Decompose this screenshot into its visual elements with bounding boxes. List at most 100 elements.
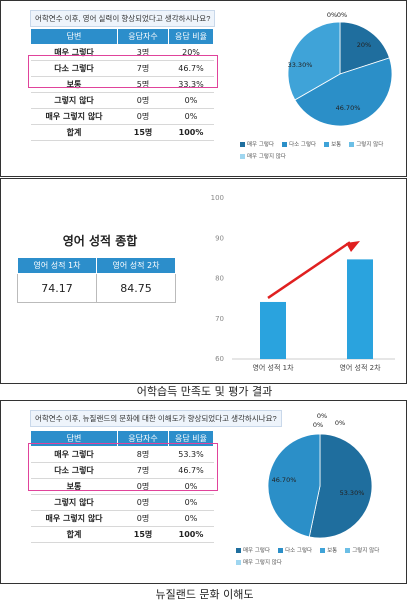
cell: 8명 xyxy=(117,446,169,463)
legend-swatch xyxy=(240,154,245,159)
cell: 3명 xyxy=(117,44,169,61)
cell: 0명 xyxy=(117,92,169,109)
cell: 보통 xyxy=(30,478,118,495)
cell: 15명 xyxy=(117,124,169,141)
legend-item: 매우 그렇지 않다 xyxy=(236,558,282,566)
legend-swatch xyxy=(236,548,241,553)
panel-english-improvement xyxy=(0,0,407,177)
legend-item: 보통 xyxy=(320,546,337,554)
table-row: 74.17 84.75 xyxy=(17,273,176,303)
legend-item: 그렇지 않다 xyxy=(345,546,379,554)
caption-2: 뉴질랜드 문화 이해도 xyxy=(155,588,254,601)
y-tick-label: 90 xyxy=(215,234,224,242)
x-tick-label: 영어 성적 2차 xyxy=(339,363,381,372)
legend-label: 매우 그렇다 xyxy=(247,142,275,148)
legend-item: 매우 그렇지 않다 xyxy=(240,152,286,160)
legend-item: 그렇지 않다 xyxy=(349,140,383,148)
table-row-total: 합계 15명 100% xyxy=(30,124,214,141)
pie-slice xyxy=(287,21,341,101)
cell: 33.3% xyxy=(168,76,214,93)
legend-item: 보통 xyxy=(324,140,341,148)
table-row-total: 합계 15명 100% xyxy=(30,526,214,543)
cell: 46.7% xyxy=(168,462,214,479)
col-score-2: 영어 성적 2차 xyxy=(96,257,176,274)
table-row: 보통 5명 33.3% xyxy=(30,76,214,93)
score-2-value: 84.75 xyxy=(96,273,176,303)
legend-swatch xyxy=(320,548,326,553)
y-tick-label: 100 xyxy=(211,194,224,202)
y-tick-label: 70 xyxy=(215,315,224,323)
pie-data-label: 33.30% xyxy=(288,61,313,69)
score-title: 영어 성적 종합 xyxy=(62,234,138,248)
question-1: 어학연수 이후, 영어 실력이 향상되었다고 생각하시나요? xyxy=(30,10,216,27)
cell: 0% xyxy=(168,478,214,495)
table-row: 그렇지 않다 0명 0% xyxy=(30,494,214,511)
question-2: 어학연수 이후, 뉴질랜드의 문화에 대한 이해도가 향상되었다고 생각하시나요… xyxy=(30,410,282,427)
table-row: 매우 그렇다 8명 53.3% xyxy=(30,446,214,463)
cell: 15명 xyxy=(117,526,169,543)
pie-data-label: 53.30% xyxy=(340,489,365,497)
legend-item: 다소 그렇다 xyxy=(278,546,312,554)
score-1-value: 74.17 xyxy=(17,273,97,303)
cell: 0명 xyxy=(117,108,169,125)
score-table: 영어 성적 1차 영어 성적 2차 74.17 84.75 xyxy=(17,257,176,303)
bar-chart: 60 70 80 90 100 영어 성적 1차 영어 성적 2차 xyxy=(211,194,395,372)
cell: 5명 xyxy=(117,76,169,93)
pie-data-label: 0% xyxy=(335,419,345,427)
pie-slice xyxy=(308,433,373,539)
cell: 매우 그렇다 xyxy=(30,446,118,463)
col-answer: 답변 xyxy=(30,28,118,45)
col-pct: 응답 비율 xyxy=(168,28,214,45)
bar xyxy=(260,301,286,359)
legend-item: 매우 그렇다 xyxy=(236,546,270,554)
cell: 매우 그렇다 xyxy=(30,44,118,61)
y-tick-label: 80 xyxy=(215,275,224,283)
pie-data-label: 0% xyxy=(317,412,327,420)
pie-chart-1: 20% 46.70% 33.30% 0% 0% xyxy=(287,11,393,127)
cell: 0명 xyxy=(117,510,169,527)
cell: 100% xyxy=(168,124,214,141)
cell: 다소 그렇다 xyxy=(30,60,118,77)
cell: 0% xyxy=(168,92,214,109)
col-pct: 응답 비율 xyxy=(168,430,214,447)
legend-label: 다소 그렇다 xyxy=(285,548,313,554)
legend-swatch xyxy=(278,548,284,553)
cell: 0명 xyxy=(117,494,169,511)
legend-item: 매우 그렇다 xyxy=(240,140,274,148)
cell: 0명 xyxy=(117,478,169,495)
cell: 보통 xyxy=(30,76,118,93)
legend-label: 그렇지 않다 xyxy=(352,548,380,554)
rising-arrow xyxy=(267,241,360,299)
col-count: 응답자수 xyxy=(117,430,169,447)
legend-label: 보통 xyxy=(327,548,338,554)
table-row: 보통 0명 0% xyxy=(30,478,214,495)
cell: 53.3% xyxy=(168,446,214,463)
panel-english-score xyxy=(0,178,407,384)
x-tick-label: 영어 성적 1차 xyxy=(252,363,294,372)
pie-data-label: 0% xyxy=(327,11,337,19)
pie-data-label: 0% xyxy=(337,11,347,19)
cell: 46.7% xyxy=(168,60,214,77)
cell: 합계 xyxy=(30,124,118,141)
pie-chart-2: 53.30%46.70%0%0%0% xyxy=(267,412,373,539)
pie-slice xyxy=(267,433,321,538)
cell: 20% xyxy=(168,44,214,61)
cell: 합계 xyxy=(30,526,118,543)
legend-1: 매우 그렇다 다소 그렇다 보통 그렇지 않다매우 그렇지 않다 xyxy=(240,140,400,164)
table-row: 다소 그렇다 7명 46.7% xyxy=(30,60,214,77)
legend-swatch xyxy=(349,142,355,147)
cell: 0% xyxy=(168,510,214,527)
cell: 매우 그렇지 않다 xyxy=(30,510,118,527)
cell: 그렇지 않다 xyxy=(30,494,118,511)
survey-table-2: 답변 응답자수 응답 비율 매우 그렇다 8명 53.3% 다소 그렇다 7명 46.7… xyxy=(30,430,214,543)
cell: 0% xyxy=(168,108,214,125)
col-answer: 답변 xyxy=(30,430,118,447)
pie-slice xyxy=(339,21,390,75)
cell: 7명 xyxy=(117,462,169,479)
pie-data-label: 20% xyxy=(357,41,371,49)
legend-swatch xyxy=(345,548,351,553)
legend-2: 매우 그렇다 다소 그렇다 보통 그렇지 않다매우 그렇지 않다 xyxy=(236,546,404,570)
col-score-1: 영어 성적 1차 xyxy=(17,257,97,274)
pie-data-label: 46.70% xyxy=(272,476,297,484)
table-row: 매우 그렇다 3명 20% xyxy=(30,44,214,61)
